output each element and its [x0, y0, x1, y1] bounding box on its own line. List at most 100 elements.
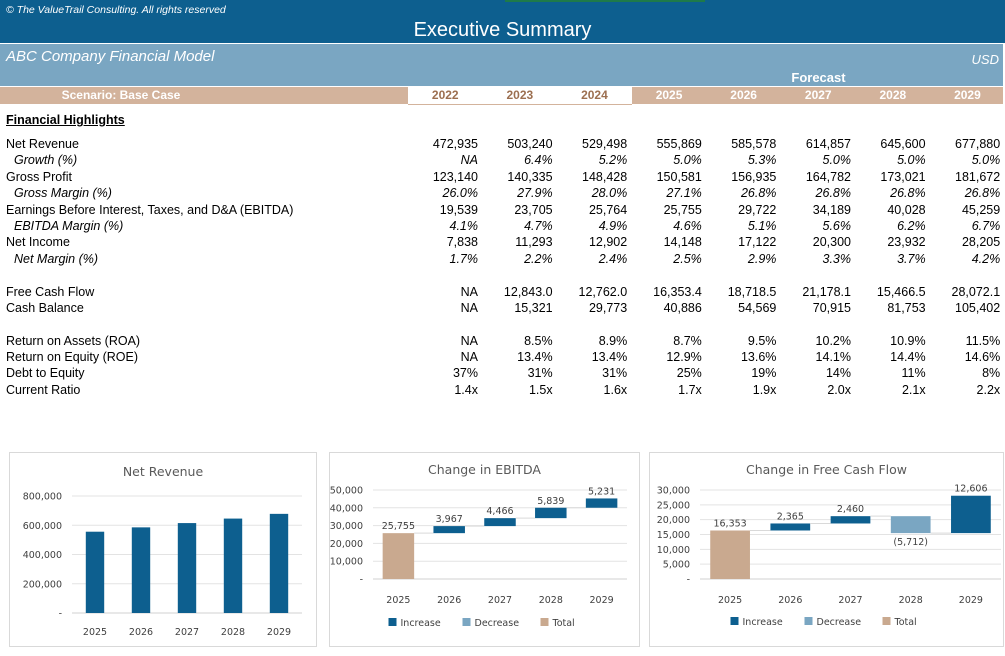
cell-value[interactable]: 26.8% [964, 186, 1001, 201]
cell-value[interactable]: 28,205 [961, 235, 1001, 250]
cell-value[interactable]: 8.5% [524, 333, 553, 348]
cell-value[interactable]: 31% [602, 366, 628, 381]
cell-value[interactable]: 5.0% [971, 153, 1001, 168]
cell-value[interactable]: 4.9% [598, 218, 628, 233]
cell-value[interactable]: 156,935 [731, 169, 777, 184]
cell-value[interactable]: 181,672 [955, 169, 1001, 184]
cell-value[interactable]: 150,581 [656, 169, 702, 184]
cell-value[interactable]: 12,902 [588, 235, 628, 250]
cell-value[interactable]: 614,857 [805, 137, 851, 151]
cell-value[interactable]: 677,880 [955, 137, 1001, 151]
cell-value[interactable]: 5.2% [598, 153, 628, 168]
cell-value[interactable]: 54,569 [738, 300, 777, 315]
cell-value[interactable]: 7,838 [446, 235, 478, 250]
cell-value[interactable]: 11% [901, 366, 926, 381]
net-revenue-chart[interactable]: Net Revenue - 200,000 400,000 600,000 800,000… [9, 452, 317, 647]
cell-value[interactable]: 19,539 [439, 202, 478, 217]
cell-value[interactable]: 70,915 [812, 300, 851, 315]
cell-value[interactable]: 20,300 [812, 235, 851, 250]
cell-value[interactable]: 140,335 [507, 169, 553, 184]
cell-value[interactable]: 5.0% [897, 153, 926, 168]
cell-value[interactable]: 4.7% [524, 218, 553, 233]
cell-value[interactable]: 18,718.5 [727, 284, 777, 299]
cell-value[interactable]: 5.1% [747, 218, 777, 233]
cell-value[interactable]: NA [460, 153, 478, 168]
cell-value[interactable]: 2.0x [827, 382, 851, 397]
cell-value[interactable]: 1.5x [528, 382, 553, 397]
cell-value[interactable]: 21,178.1 [802, 284, 851, 299]
cell-value[interactable]: 14.4% [890, 350, 926, 365]
cell-value[interactable]: 10.9% [890, 333, 926, 348]
cell-value[interactable]: 28,072.1 [951, 284, 1001, 299]
cell-value[interactable]: NA [460, 284, 478, 299]
cell-value[interactable]: 12,843.0 [503, 284, 553, 299]
cell-value[interactable]: 105,402 [955, 300, 1001, 315]
cell-value[interactable]: 4.1% [449, 218, 479, 233]
cell-value[interactable]: 529,498 [582, 137, 628, 151]
cell-value[interactable]: 8.7% [673, 333, 702, 348]
cell-value[interactable]: 6.4% [524, 153, 553, 168]
cell-value[interactable]: 15,321 [514, 300, 553, 315]
cell-value[interactable]: 11,293 [515, 235, 553, 250]
cell-value[interactable]: 11.5% [965, 333, 1001, 348]
cell-value[interactable]: NA [460, 333, 478, 348]
cell-value[interactable]: 29,722 [738, 202, 777, 217]
cell-value[interactable]: 6.2% [897, 218, 926, 233]
cell-value[interactable]: 25,764 [588, 202, 628, 217]
cell-value[interactable]: 1.7x [678, 382, 702, 397]
cell-value[interactable]: 164,782 [805, 169, 851, 184]
cell-value[interactable]: 4.6% [673, 218, 702, 233]
cell-value[interactable]: 503,240 [507, 137, 553, 151]
cell-value[interactable]: 14,148 [663, 235, 702, 250]
ebitda-waterfall-chart[interactable]: Change in EBITDA - 10,000 20,000 30,000 40,00… [329, 452, 640, 647]
cell-value[interactable]: 3.7% [897, 251, 926, 266]
cell-value[interactable]: 555,869 [656, 137, 702, 151]
fcf-waterfall-chart[interactable]: Change in Free Cash Flow - 5,000 10,000 15,0… [649, 452, 1004, 647]
cell-value[interactable]: 13.4% [517, 350, 553, 365]
cell-value[interactable]: 26.8% [890, 186, 926, 201]
cell-value[interactable]: 8% [982, 366, 1001, 381]
cell-value[interactable]: 148,428 [582, 169, 628, 184]
cell-value[interactable]: NA [460, 300, 478, 315]
cell-value[interactable]: 23,932 [887, 235, 926, 250]
cell-value[interactable]: 26.8% [815, 186, 851, 201]
cell-value[interactable]: 5.0% [822, 153, 852, 168]
cell-value[interactable]: 12,762.0 [578, 284, 628, 299]
cell-value[interactable]: 29,773 [588, 300, 628, 315]
cell-value[interactable]: 14% [825, 366, 851, 381]
cell-value[interactable]: 1.7% [449, 251, 479, 266]
cell-value[interactable]: 10.2% [815, 333, 851, 348]
cell-value[interactable]: 40,886 [663, 300, 702, 315]
cell-value[interactable]: 26.8% [740, 186, 777, 201]
cell-value[interactable]: 14.1% [815, 350, 851, 365]
cell-value[interactable]: 585,578 [731, 137, 777, 151]
cell-value[interactable]: 34,189 [812, 202, 851, 217]
cell-value[interactable]: 27.9% [517, 186, 553, 201]
cell-value[interactable]: 25% [676, 366, 702, 381]
cell-value[interactable]: 5.3% [747, 153, 777, 168]
cell-value[interactable]: 472,935 [432, 137, 478, 151]
cell-value[interactable]: 31% [527, 366, 553, 381]
cell-value[interactable]: 40,028 [887, 202, 926, 217]
cell-value[interactable]: 1.9x [752, 382, 777, 397]
cell-value[interactable]: 15,466.5 [876, 284, 926, 299]
cell-value[interactable]: 6.7% [971, 218, 1001, 233]
cell-value[interactable]: 9.5% [747, 333, 777, 348]
cell-value[interactable]: 19% [751, 366, 777, 381]
cell-value[interactable]: 23,705 [514, 202, 553, 217]
cell-value[interactable]: 1.4x [454, 382, 478, 397]
cell-value[interactable]: 16,353.4 [653, 284, 702, 299]
cell-value[interactable]: 25,755 [663, 202, 702, 217]
cell-value[interactable]: 37% [452, 366, 478, 381]
cell-value[interactable]: 3.3% [822, 251, 852, 266]
scenario-label[interactable]: Scenario: Base Case [61, 88, 181, 102]
cell-value[interactable]: 2.2x [976, 382, 1001, 397]
cell-value[interactable]: 2.4% [598, 251, 628, 266]
cell-value[interactable]: 45,259 [961, 202, 1001, 217]
cell-value[interactable]: 123,140 [432, 169, 478, 184]
cell-value[interactable]: NA [460, 350, 478, 365]
cell-value[interactable]: 13.4% [591, 350, 628, 365]
cell-value[interactable]: 5.0% [673, 153, 702, 168]
cell-value[interactable]: 1.6x [603, 382, 628, 397]
cell-value[interactable]: 173,021 [880, 169, 926, 184]
